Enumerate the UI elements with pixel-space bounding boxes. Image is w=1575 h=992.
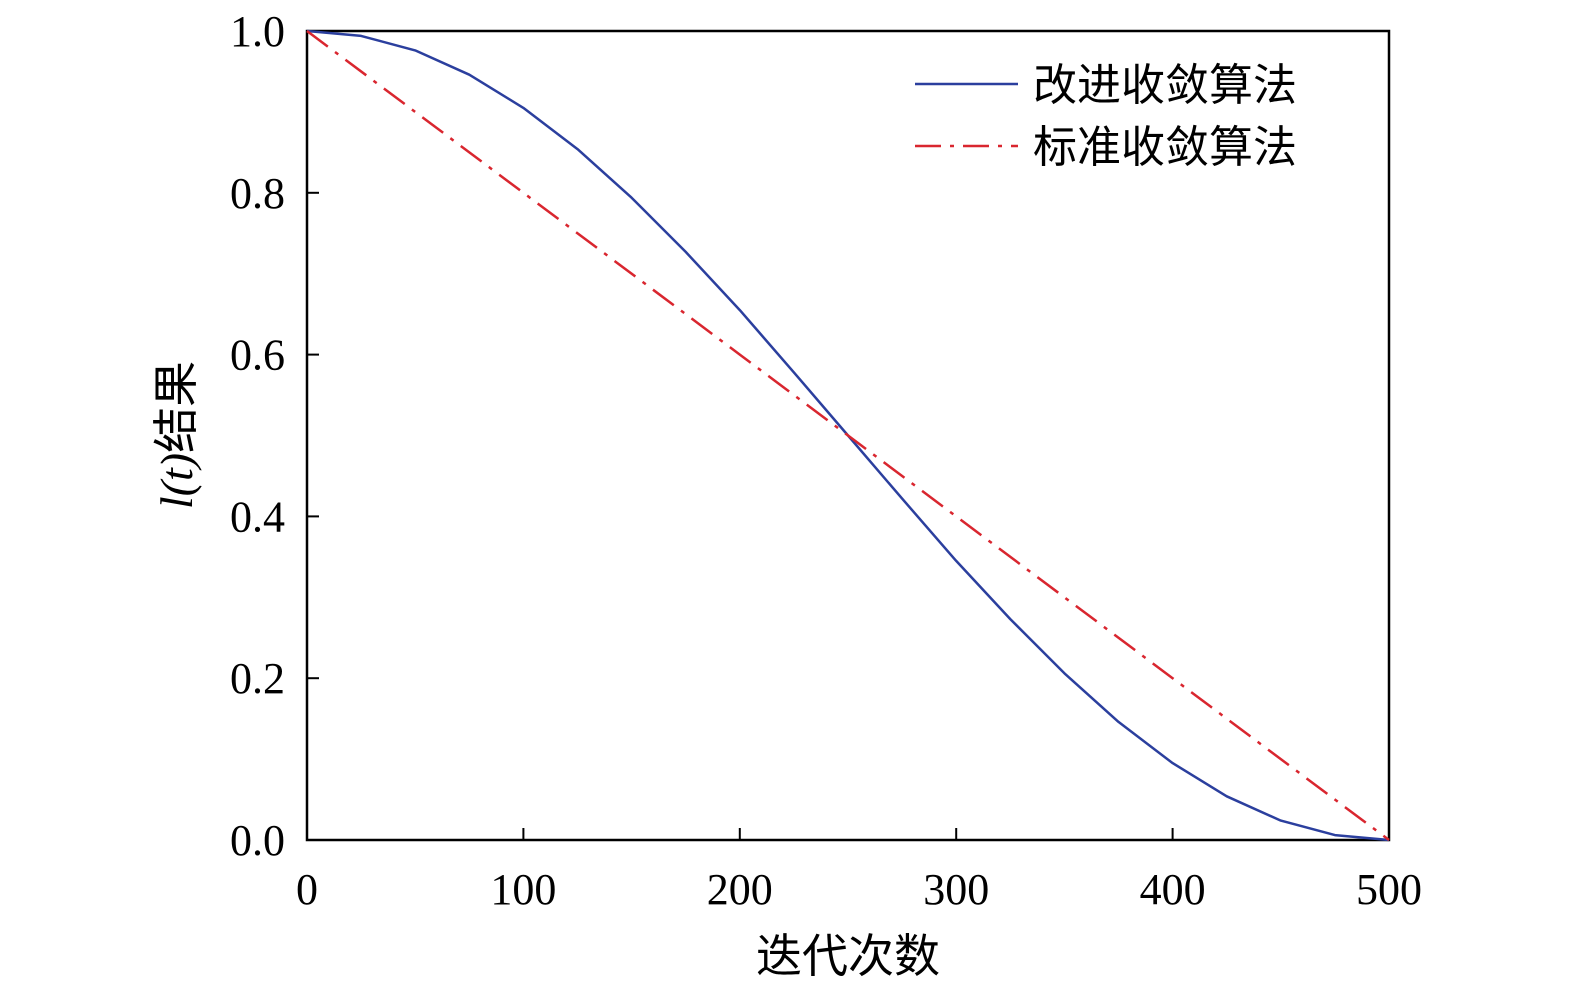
y-axis-title-var: l(t) [151, 453, 202, 509]
x-tick-label: 500 [1356, 865, 1422, 914]
series-layer [306, 29, 1390, 842]
legend: 改进收敛算法 标准收敛算法 [915, 60, 1297, 173]
y-tick-label: 0.4 [230, 492, 285, 541]
y-tick-label: 0.2 [230, 654, 285, 703]
y-tick-label: 0.8 [230, 169, 285, 218]
y-tick-label: 0.6 [230, 331, 285, 380]
y-axis-title-suffix: 结果 [149, 361, 203, 453]
x-tick-label: 300 [923, 865, 989, 914]
series-line-standard [306, 29, 1390, 842]
y-axis-title: l(t)结果 [149, 361, 203, 509]
y-tick-label: 1.0 [230, 7, 285, 56]
x-tick-label: 200 [707, 865, 773, 914]
x-tick-label: 100 [490, 865, 556, 914]
legend-label-improved: 改进收敛算法 [1033, 60, 1297, 111]
y-tick-label: 0.0 [230, 816, 285, 865]
axis-ticks: 0 100 200 300 400 500 0.0 0.2 0.4 0.6 0.8 1.0 [230, 7, 1422, 914]
x-tick-label: 0 [296, 865, 318, 914]
x-tick-label: 400 [1140, 865, 1206, 914]
svg-text:l(t)结果: l(t)结果 [149, 361, 203, 509]
x-axis-title: 迭代次数 [756, 929, 940, 983]
plot-frame [305, 29, 1391, 842]
legend-label-standard: 标准收敛算法 [1033, 122, 1297, 173]
